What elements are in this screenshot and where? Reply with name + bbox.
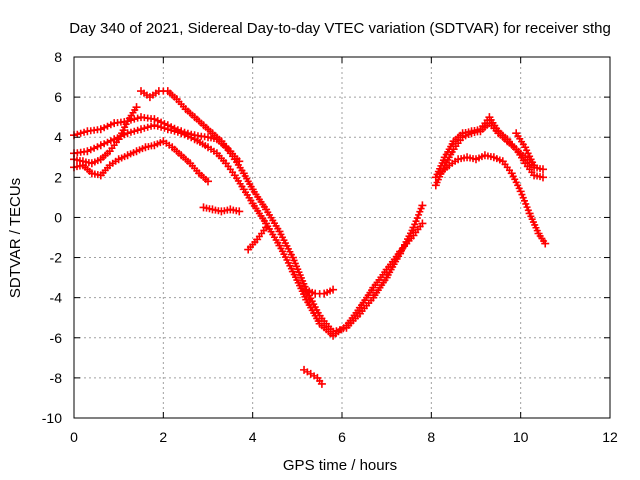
data-point-fill [127,128,135,136]
data-point-fill [157,123,165,131]
data-point-fill [93,143,101,151]
series-track-l [436,151,550,248]
data-point-fill [413,214,421,222]
y-tick-label: -10 [42,410,62,426]
y-tick-label: 8 [54,49,62,65]
x-axis-label: GPS time / hours [283,457,397,474]
axis-ticks [73,56,611,419]
y-tick-label: 0 [54,209,62,225]
data-point-fill [90,144,98,152]
data-point-fill [140,124,148,132]
data-point-fill [77,129,85,137]
data-point [530,161,539,170]
data-point-fill [417,205,425,213]
data-point-fill [522,200,530,208]
x-tick-label: 12 [602,429,618,445]
data-point-fill [154,122,162,130]
data-point-fill [87,146,95,154]
data-points [70,87,550,388]
x-tick-label: 0 [70,429,78,445]
data-point-fill [519,194,527,202]
y-axis-label: SDTVAR / TECUs [7,178,24,298]
series-track-d [137,87,244,166]
y-tick-label: 2 [54,169,62,185]
series-track-h [302,285,338,298]
data-point-fill [134,114,142,122]
data-point [235,207,244,216]
data-point [418,219,427,228]
data-point-fill [107,137,115,145]
series-track-f [199,203,244,216]
data-point-fill [147,122,155,130]
x-tick-label: 2 [159,429,167,445]
data-point [539,165,547,174]
series-track-e [70,103,141,168]
y-tick-label: 6 [54,89,62,105]
data-point-fill [174,128,182,136]
data-point-fill [104,138,111,146]
x-tick-label: 6 [338,429,346,445]
data-point [539,173,547,182]
y-tick-label: -8 [50,370,63,386]
data-point-fill [520,197,528,205]
data-point [541,239,550,248]
data-point-fill [524,206,532,214]
data-point-fill [100,124,108,132]
data-point-fill [100,140,108,148]
data-point [132,103,141,112]
data-point-fill [107,121,115,129]
data-point-fill [412,217,420,225]
data-point-fill [518,191,526,199]
data-point-fill [144,123,152,131]
y-tick-label: -6 [50,330,63,346]
data-point-fill [130,115,138,123]
data-point-fill [130,127,138,135]
data-point [317,379,326,388]
data-point [418,201,427,210]
data-point-fill [181,131,189,139]
data-point-fill [523,203,531,211]
data-point-fill [416,208,424,216]
data-point [235,157,244,166]
y-tick-label: -2 [50,250,63,266]
data-point-fill [160,124,168,132]
series-track-g [244,223,271,254]
data-point [204,177,212,186]
data-point-fill [73,130,81,138]
data-point-fill [415,211,423,219]
data-point [262,223,271,232]
data-point-fill [184,132,192,140]
y-tick-label: -4 [50,290,63,306]
data-point-fill [134,126,142,134]
data-point-fill [80,128,88,136]
chart-title: Day 340 of 2021, Sidereal Day-to-day VTE… [69,20,611,37]
data-point [329,285,338,294]
x-tick-label: 10 [513,429,529,445]
tick-labels: 0 2 4 6 8 10 12 -10 -8 -6 -4 -2 0 2 4 6 8 [42,49,618,445]
series-track-i [300,365,326,388]
series-track-m [512,129,539,170]
data-point-fill [411,220,419,228]
grid [74,57,610,418]
data-point-fill [104,122,111,130]
y-tick-label: 4 [54,129,62,145]
data-point-fill [187,134,195,142]
x-tick-label: 8 [427,429,435,445]
x-tick-label: 4 [249,429,257,445]
data-point-fill [167,126,175,134]
data-point-fill [171,127,178,135]
series-track-k [431,113,547,182]
series-track-c [70,137,212,186]
